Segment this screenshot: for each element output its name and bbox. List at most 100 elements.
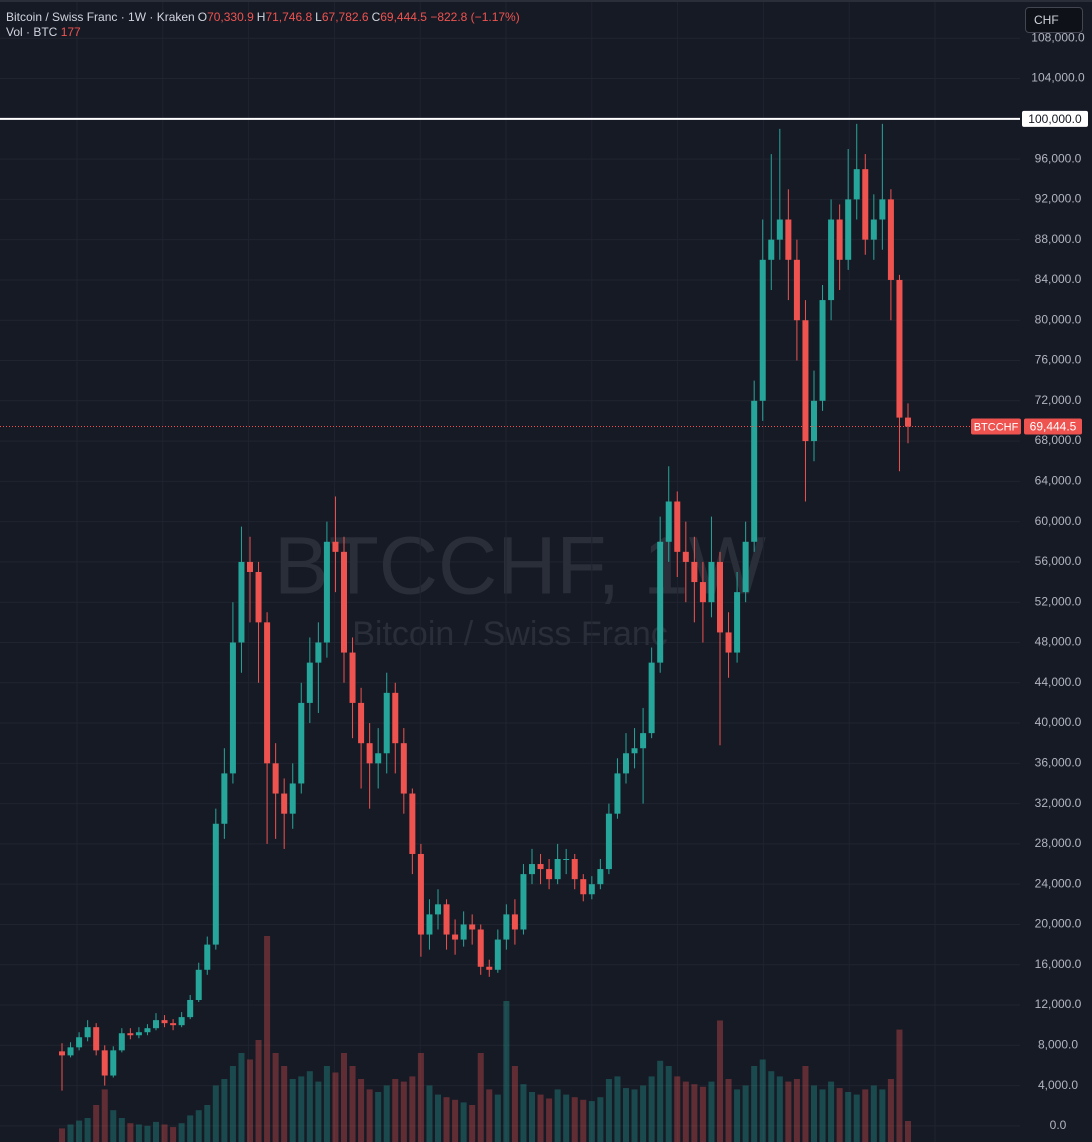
candle-body (571, 859, 578, 880)
candle-body (452, 934, 459, 940)
volume-bar (212, 1085, 219, 1142)
candle-body (460, 924, 467, 940)
candle-body (887, 199, 894, 280)
candle-body (520, 874, 527, 930)
volume-bar (375, 1092, 382, 1142)
horizontal-line-label: 100,000.0 (1028, 112, 1082, 126)
volume-bar (793, 1079, 800, 1142)
volume-bar (657, 1060, 664, 1142)
volume-bar (546, 1098, 553, 1142)
volume-bar (571, 1097, 578, 1142)
y-tick-label: 28,000.0 (1035, 836, 1082, 850)
volume-bar (229, 1066, 236, 1142)
candle-body (392, 692, 399, 744)
candle-body (699, 582, 706, 603)
y-tick-label: 12,000.0 (1035, 997, 1082, 1011)
candle-body (417, 853, 424, 935)
candle-body (332, 541, 339, 552)
candle-body (84, 1027, 91, 1038)
currency-button[interactable]: CHF (1025, 7, 1083, 33)
volume-bar (708, 1081, 715, 1142)
candle-body (529, 864, 535, 875)
volume-bar (563, 1094, 570, 1142)
candle-body (306, 662, 313, 703)
volume-bar (255, 1040, 262, 1142)
volume-bar (289, 1079, 296, 1142)
volume-bar (802, 1066, 809, 1142)
volume-bar (529, 1092, 535, 1142)
candle-body (93, 1027, 100, 1051)
candle-body (665, 501, 672, 542)
volume-bar (341, 1053, 347, 1142)
volume-label: Vol · BTC (6, 25, 58, 39)
candle-body (101, 1050, 108, 1076)
y-tick-label: 48,000.0 (1035, 635, 1082, 649)
volume-bar (443, 1097, 450, 1142)
candle-body (272, 763, 279, 794)
candle-body (503, 914, 510, 940)
volume-bar (144, 1125, 151, 1142)
candle-body (281, 793, 288, 814)
ohlc-key: O (197, 10, 208, 24)
y-tick-label: 44,000.0 (1035, 675, 1082, 689)
ohlc-value: 67,782.6 (321, 10, 369, 24)
volume-bar (905, 1120, 911, 1142)
volume-bar (717, 1020, 723, 1142)
volume-bar (734, 1089, 741, 1142)
candle-body (383, 692, 390, 754)
y-tick-label: 52,000.0 (1035, 594, 1082, 608)
volume-bar (853, 1094, 860, 1142)
y-tick-label: 88,000.0 (1035, 232, 1082, 246)
candle-body (375, 753, 382, 764)
volume-bar (118, 1118, 125, 1142)
horizontal-line-label-bg (1022, 110, 1088, 127)
volume-bar (272, 1053, 279, 1142)
symbol: Bitcoin / Swiss Franc · 1W · Kraken (6, 10, 195, 24)
last-price-label: 69,444.5 (1030, 420, 1077, 434)
volume-bar (59, 1128, 65, 1142)
volume-bar (221, 1079, 228, 1142)
candle-body (853, 169, 860, 200)
candle-body (409, 793, 416, 854)
volume-bar (67, 1124, 74, 1142)
volume-bar (768, 1071, 775, 1142)
volume-value: 177 (60, 25, 81, 39)
volume-bar (315, 1081, 322, 1142)
y-tick-label: 40,000.0 (1035, 715, 1082, 729)
candle-body (170, 1023, 177, 1026)
candle-body (298, 702, 305, 784)
candle-body (580, 879, 587, 895)
candle-body (640, 733, 647, 749)
volume-bar (554, 1089, 561, 1142)
volume-bar (383, 1085, 390, 1142)
y-tick-label: 32,000.0 (1035, 796, 1082, 810)
candle-body (811, 400, 817, 442)
volume-bar (870, 1085, 877, 1142)
candle-body (537, 864, 544, 870)
candle-body (631, 748, 638, 754)
volume-bar (862, 1089, 869, 1142)
candle-body (144, 1028, 151, 1033)
candle-body (819, 300, 826, 401)
candle-body (768, 239, 775, 260)
ohlc: O70,330.9 H71,746.8 L67,782.6 C69,444.5 (195, 10, 427, 24)
y-tick-label: 64,000.0 (1035, 474, 1082, 488)
candle-body (486, 966, 493, 970)
volume-bar (135, 1124, 142, 1142)
candle-body (802, 320, 809, 442)
candle-body (247, 561, 253, 572)
y-tick-label: 68,000.0 (1035, 433, 1082, 447)
volume-bar (887, 1079, 894, 1142)
candle-body (785, 219, 792, 260)
volume-bar (494, 1094, 501, 1142)
volume-bar (435, 1094, 441, 1142)
volume-bar (477, 1053, 484, 1142)
volume-bar (828, 1081, 835, 1142)
candle-body (776, 219, 783, 240)
volume-bar (452, 1099, 459, 1142)
candle-body (879, 199, 886, 220)
volume-bar (349, 1066, 356, 1142)
candle-body (127, 1033, 134, 1036)
